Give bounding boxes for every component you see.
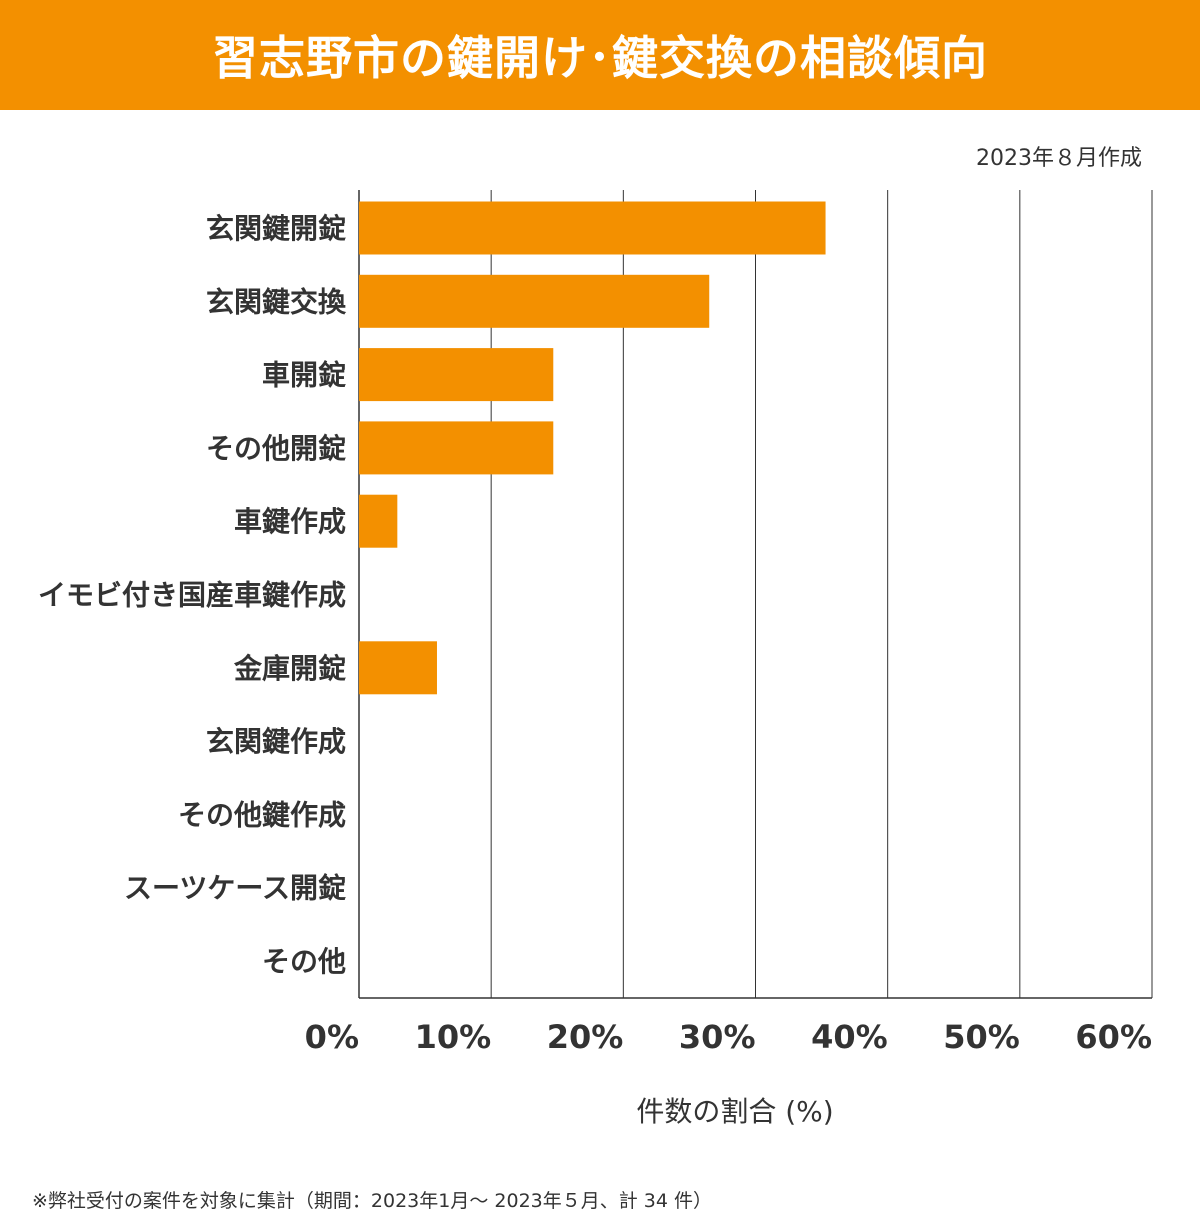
category-label: 車鍵作成 <box>234 505 346 538</box>
x-tick-label: 20% <box>547 1018 624 1056</box>
x-axis-title: 件数の割合 (%) <box>636 1095 834 1128</box>
category-label: 玄関鍵作成 <box>206 725 346 758</box>
bar <box>359 274 710 328</box>
bar <box>359 494 398 548</box>
chart-title: 習志野市の鍵開け･鍵交換の相談傾向 <box>212 31 988 85</box>
category-label: 金庫開錠 <box>233 652 346 685</box>
bar <box>359 348 554 402</box>
x-tick-label: 50% <box>943 1018 1020 1056</box>
bar <box>359 421 554 475</box>
bar <box>359 641 437 695</box>
category-label: その他開錠 <box>206 432 346 465</box>
category-label: 車開錠 <box>262 359 346 392</box>
category-label: その他 <box>262 945 346 978</box>
x-tick-label: 0% <box>305 1018 359 1056</box>
category-label: スーツケース開錠 <box>124 872 346 905</box>
x-tick-label: 40% <box>811 1018 888 1056</box>
x-tick-label: 60% <box>1075 1018 1152 1056</box>
x-tick-label: 30% <box>679 1018 756 1056</box>
category-label: イモビ付き国産車鍵作成 <box>38 579 346 612</box>
header-banner: 習志野市の鍵開け･鍵交換の相談傾向 <box>0 0 1200 110</box>
category-label: 玄関鍵開錠 <box>206 212 346 245</box>
created-date: 2023年８月作成 <box>976 146 1142 171</box>
category-label: 玄関鍵交換 <box>206 285 347 318</box>
x-tick-label: 10% <box>415 1018 492 1056</box>
bar <box>359 201 826 255</box>
category-label: その他鍵作成 <box>178 798 346 831</box>
footnote: ※弊社受付の案件を対象に集計（期間：2023年1月～ 2023年５月、計 34 … <box>32 1190 713 1212</box>
